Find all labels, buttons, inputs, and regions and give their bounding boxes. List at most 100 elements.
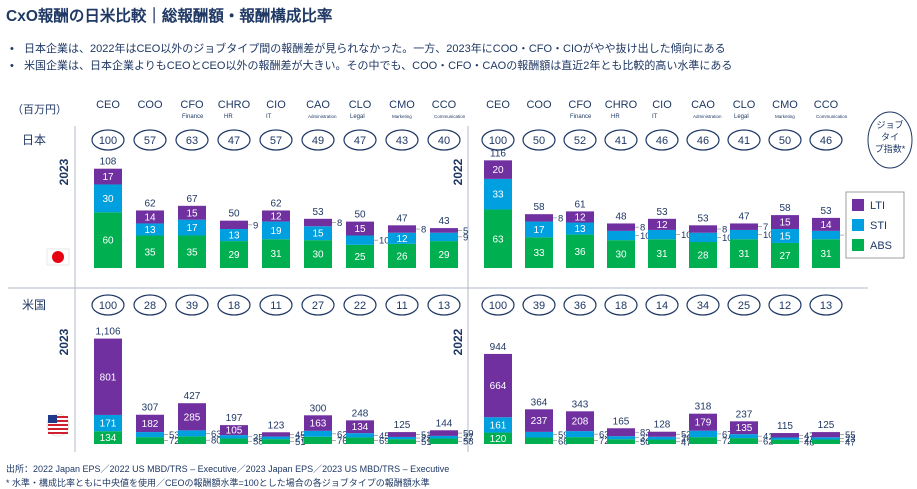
- category-sublabel: IT: [266, 114, 272, 120]
- job-index-oval: [768, 129, 802, 151]
- bar-total-label: 123: [268, 420, 285, 431]
- segment-value-sti: 13: [144, 225, 156, 236]
- bar-sti: [178, 219, 206, 236]
- category-label: CFO: [180, 99, 204, 111]
- segment-value-sti: 53: [169, 430, 180, 441]
- segment-value-lti: 801: [100, 372, 117, 383]
- bar-sti: [812, 437, 840, 440]
- job-index-oval: [645, 294, 679, 316]
- bar-sti: [178, 430, 206, 437]
- job-index-oval: [175, 129, 209, 151]
- bar-lti: [771, 215, 799, 230]
- category-label: CMO: [772, 99, 798, 111]
- bar-sti: [771, 229, 799, 243]
- bar-sti: [136, 223, 164, 236]
- job-index-value: 18: [228, 300, 240, 312]
- segment-value-sti: 32: [640, 433, 651, 444]
- bar-sti: [730, 229, 758, 240]
- job-index-oval: [133, 129, 167, 151]
- job-index-value: 49: [312, 135, 324, 147]
- segment-value-sti: 41: [763, 432, 774, 443]
- segment-value-lti: 45: [295, 430, 306, 441]
- segment-value-lti: 5: [463, 226, 468, 237]
- job-index-oval: [427, 129, 461, 151]
- job-index-oval: [427, 294, 461, 316]
- bar-lti: [346, 420, 374, 434]
- category-sublabel: Communication: [816, 114, 848, 119]
- segment-value-abs: 46: [804, 437, 815, 448]
- bar-sti: [220, 229, 248, 242]
- segment-value-lti: 208: [572, 417, 589, 428]
- bar-sti: [648, 436, 676, 440]
- category-label: CLO: [733, 99, 756, 111]
- segment-value-lti: 15: [779, 218, 791, 229]
- segment-value-abs: 36: [574, 247, 586, 258]
- category-sublabel: Administration: [308, 114, 337, 119]
- job-index-value: 25: [738, 300, 750, 312]
- job-index-oval: [604, 294, 638, 316]
- bullet-mark: •: [10, 60, 14, 72]
- bar-total-label: 53: [656, 207, 668, 218]
- bar-sti: [430, 435, 458, 439]
- bar-abs: [136, 437, 164, 444]
- segment-value-abs: 27: [779, 251, 791, 262]
- bar-lti: [730, 223, 758, 230]
- bar-total-label: 364: [531, 397, 548, 408]
- category-sublabel: Legal: [350, 114, 365, 120]
- us-flag-stripe: [48, 428, 68, 430]
- segment-value-lti: 14: [144, 212, 156, 223]
- segment-value-lti: 135: [736, 423, 753, 434]
- bar-lti: [607, 223, 635, 231]
- job-index-note-text: タイ: [881, 132, 899, 142]
- bar-total-label: 53: [820, 206, 832, 217]
- bar-lti: [566, 411, 594, 432]
- bar-lti: [607, 428, 635, 437]
- category-label: CEO: [486, 99, 510, 111]
- bar-lti: [262, 210, 290, 222]
- bar-abs: [94, 431, 122, 444]
- job-index-oval: [727, 129, 761, 151]
- job-index-oval: [301, 129, 335, 151]
- bar-abs: [689, 242, 717, 268]
- segment-value-abs: 68: [558, 436, 569, 447]
- bar-abs: [812, 239, 840, 268]
- bar-lti: [178, 403, 206, 431]
- bar-abs: [484, 432, 512, 444]
- segment-value-sti: 62: [337, 429, 348, 440]
- bar-total-label: 125: [394, 420, 411, 431]
- job-index-note-text: プ指数*: [875, 143, 906, 154]
- segment-value-sti: 10: [722, 233, 733, 244]
- year-label: 2022: [451, 158, 465, 185]
- job-index-value: 46: [656, 135, 668, 147]
- job-index-oval: [343, 294, 377, 316]
- bar-sti: [388, 232, 416, 244]
- legend-label-lti: LTI: [870, 200, 885, 212]
- bar-lti: [304, 218, 332, 227]
- bar-abs: [220, 438, 248, 444]
- bar-total-label: 62: [144, 198, 156, 209]
- bar-lti: [566, 211, 594, 223]
- category-label: COO: [526, 99, 552, 111]
- job-index-value: 36: [574, 300, 586, 312]
- bar-total-label: 144: [436, 418, 453, 429]
- year-label: 2023: [57, 158, 71, 185]
- job-index-oval: [217, 129, 251, 151]
- bar-total-label: 53: [697, 213, 709, 224]
- segment-value-abs: 120: [490, 434, 507, 445]
- page-title: CxO報酬の日米比較｜総報酬額・報酬構成比率: [6, 8, 333, 25]
- category-label: CAO: [691, 99, 715, 111]
- job-index-oval: [133, 294, 167, 316]
- segment-value-sti: 33: [492, 190, 504, 201]
- job-index-value: 27: [312, 300, 324, 312]
- bar-total-label: 115: [777, 421, 793, 432]
- segment-value-lti: 105: [226, 426, 243, 437]
- category-sublabel: Finance: [570, 114, 592, 120]
- bar-total-label: 53: [312, 207, 324, 218]
- bar-abs: [812, 439, 840, 444]
- bar-lti: [220, 220, 248, 230]
- year-label: 2023: [57, 328, 71, 355]
- bar-abs: [730, 239, 758, 268]
- bar-abs: [220, 241, 248, 268]
- segment-value-sti: 27: [463, 433, 474, 444]
- job-index-value: 13: [438, 300, 450, 312]
